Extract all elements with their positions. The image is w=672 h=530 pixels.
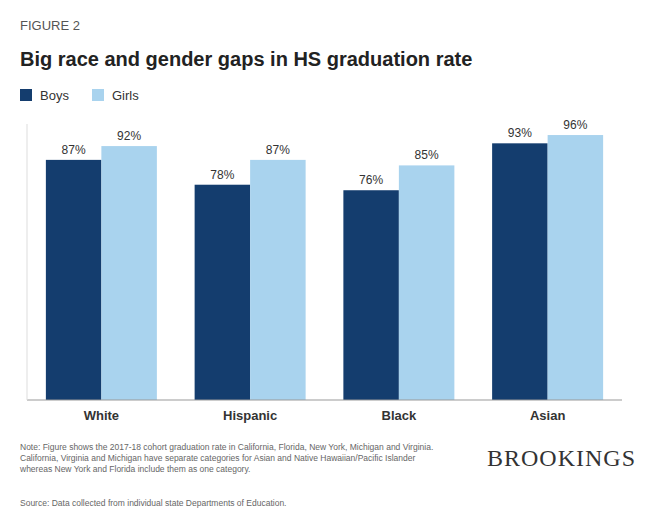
data-label: 96% (563, 118, 587, 132)
figure-label: FIGURE 2 (20, 18, 80, 33)
bar (46, 160, 102, 400)
legend-label: Boys (40, 88, 69, 103)
legend-swatch (20, 89, 32, 101)
data-label: 93% (508, 126, 532, 140)
brand: BROOKINGS (487, 445, 636, 471)
bar (101, 146, 157, 400)
source: Source: Data collected from individual s… (20, 498, 440, 509)
x-tick-label: Black (382, 408, 417, 423)
bar (195, 185, 251, 400)
bar (399, 165, 455, 400)
data-label: 76% (359, 173, 383, 187)
bar (548, 135, 604, 400)
x-tick-label: Asian (530, 408, 565, 423)
x-tick-label: Hispanic (223, 408, 277, 423)
note: Note: Figure shows the 2017-18 cohort gr… (20, 442, 440, 475)
bars (46, 135, 603, 400)
y-axis (27, 124, 28, 400)
title: Big race and gender gaps in HS graduatio… (20, 48, 472, 70)
x-axis (27, 400, 622, 401)
data-label: 78% (210, 168, 234, 182)
data-label: 87% (266, 143, 290, 157)
legend-swatch (92, 89, 104, 101)
data-labels: 87% 78% 76% 93% 92% 87% 85% 96% (62, 118, 588, 187)
bar (492, 143, 548, 400)
data-label: 85% (415, 148, 439, 162)
legend-label: Girls (112, 88, 139, 103)
x-tick-label: White (84, 408, 119, 423)
bar (250, 160, 306, 400)
data-label: 92% (117, 129, 141, 143)
data-label: 87% (62, 143, 86, 157)
bar (343, 190, 399, 400)
